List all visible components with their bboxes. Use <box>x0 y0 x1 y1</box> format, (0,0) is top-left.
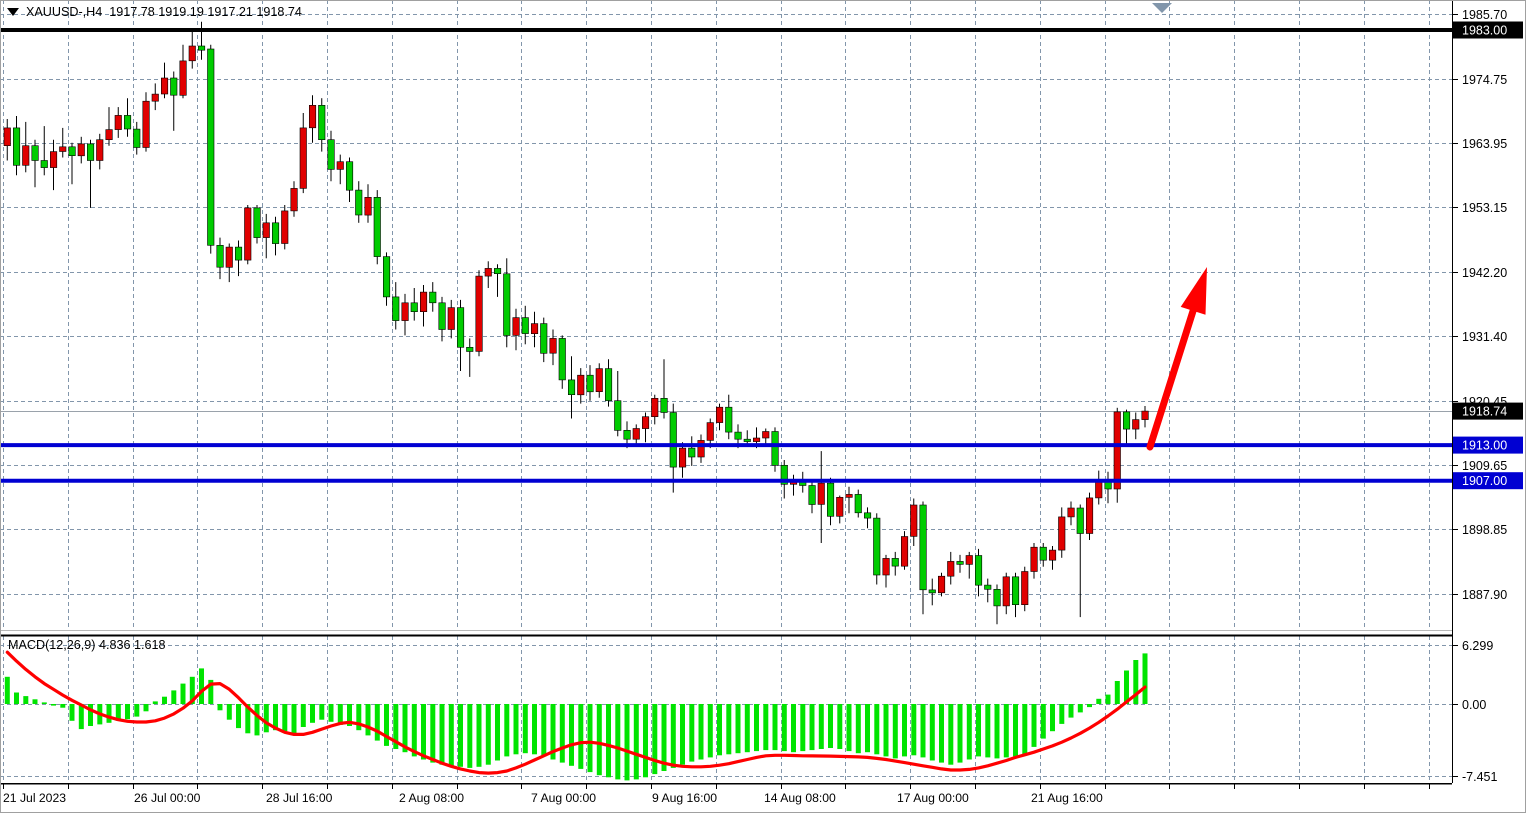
period-marker-icon[interactable] <box>1152 3 1172 13</box>
time-tick-label: 28 Jul 16:00 <box>266 791 333 805</box>
price-tag-label: 1913.00 <box>1462 439 1507 453</box>
macd-tick-label: 6.299 <box>1462 639 1493 653</box>
price-tick-label: 1942.20 <box>1462 266 1507 280</box>
price-tick-label: 1898.85 <box>1462 523 1507 537</box>
price-tag-label: 1918.74 <box>1462 405 1507 419</box>
price-tick-label: 1953.15 <box>1462 201 1507 215</box>
macd-indicator-label: MACD(12,26,9) 4.836 1.618 <box>8 638 166 652</box>
macd-histogram <box>4 653 1148 781</box>
candlestick-series <box>3 21 1149 625</box>
price-tick-label: 1985.70 <box>1462 8 1507 22</box>
time-tick-label: 9 Aug 16:00 <box>652 791 717 805</box>
horizontal-gridlines <box>0 14 1452 777</box>
symbol-dropdown-icon[interactable] <box>7 8 19 16</box>
symbol-ohlc-text: XAUUSD-,H4 1917.78 1919.19 1917.21 1918.… <box>26 5 302 19</box>
time-tick-label: 2 Aug 08:00 <box>399 791 464 805</box>
price-tick-label: 1931.40 <box>1462 330 1507 344</box>
macd-tick-label: -7.451 <box>1462 770 1497 784</box>
macd-axis: 6.299 0.00 -7.451 <box>1452 639 1497 784</box>
price-axis: 1985.70 1974.75 1963.95 1953.15 1942.20 1931.… <box>1452 8 1523 602</box>
price-tick-label: 1974.75 <box>1462 73 1507 87</box>
price-tag <box>1453 436 1523 454</box>
time-tick-label: 7 Aug 00:00 <box>531 791 596 805</box>
time-tick-label: 17 Aug 00:00 <box>897 791 969 805</box>
time-tick-label: 21 Jul 2023 <box>3 791 66 805</box>
macd-signal-line <box>5 650 1147 775</box>
price-tick-label: 1887.90 <box>1462 588 1507 602</box>
price-tag <box>1453 472 1523 490</box>
time-tick-label: 14 Aug 08:00 <box>764 791 836 805</box>
time-axis: 21 Jul 2023 26 Jul 00:00 28 Jul 16:00 2 Aug… <box>3 784 1430 805</box>
price-tag-label: 1983.00 <box>1462 24 1507 38</box>
vertical-gridlines <box>3 0 1430 783</box>
time-tick-label: 21 Aug 16:00 <box>1031 791 1103 805</box>
price-tag <box>1453 21 1523 39</box>
price-tag <box>1453 402 1523 420</box>
price-tick-label: 1963.95 <box>1462 137 1507 151</box>
macd-tick-label: 0.00 <box>1462 698 1486 712</box>
trend-arrow[interactable] <box>1146 267 1207 451</box>
price-tag-label: 1907.00 <box>1462 474 1507 488</box>
chart-title: XAUUSD-,H4 1917.78 1919.19 1917.21 1918.… <box>7 5 302 19</box>
time-tick-label: 26 Jul 00:00 <box>134 791 201 805</box>
support-resistance-lines[interactable] <box>0 443 1452 483</box>
price-tick-label: 1909.65 <box>1462 459 1507 473</box>
